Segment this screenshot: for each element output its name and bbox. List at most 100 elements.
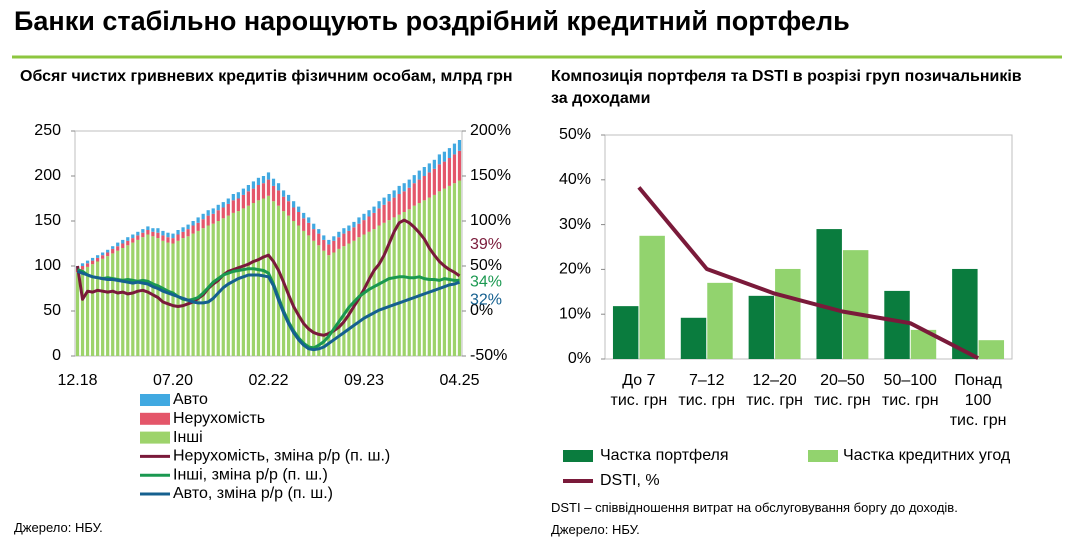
bar	[842, 250, 869, 359]
bar	[286, 194, 291, 202]
bar	[402, 183, 406, 192]
bar	[372, 229, 376, 356]
bar	[106, 249, 110, 253]
bar	[226, 203, 230, 216]
bar	[241, 208, 245, 356]
bar	[131, 238, 135, 243]
note: DSTI – співвідношення витрат на обслугов…	[551, 500, 958, 515]
legend-label: Інші	[173, 429, 203, 446]
legend-label: DSTI, %	[600, 472, 660, 489]
x-tick-label: 02.22	[248, 372, 288, 389]
bar	[206, 215, 210, 226]
line	[637, 186, 980, 360]
bar	[251, 203, 256, 356]
bar	[432, 194, 436, 356]
plot-frame	[604, 134, 1013, 360]
bar	[382, 197, 386, 205]
bar	[101, 255, 105, 259]
bar	[307, 217, 311, 223]
bar	[146, 230, 150, 235]
bar	[101, 252, 105, 256]
bar	[116, 242, 120, 247]
bar	[342, 233, 346, 247]
bar	[302, 212, 306, 219]
bar	[161, 230, 165, 236]
bar	[680, 317, 707, 359]
bar	[196, 222, 200, 231]
bar	[151, 228, 155, 232]
legend-label: Авто, зміна р/р (п. ш.)	[173, 485, 333, 502]
bar	[241, 194, 245, 209]
bar	[302, 230, 306, 356]
bar	[437, 191, 441, 356]
bar	[271, 178, 276, 186]
bar	[392, 190, 396, 198]
bar	[191, 221, 195, 226]
bar	[216, 221, 220, 356]
bar	[236, 192, 240, 199]
bar	[281, 190, 286, 197]
bar	[181, 231, 185, 239]
bar	[196, 230, 200, 356]
bar	[216, 204, 220, 211]
bar	[80, 263, 85, 266]
bar	[126, 237, 130, 241]
legend-swatch	[140, 431, 170, 444]
bar	[96, 255, 100, 258]
bar	[427, 163, 431, 173]
chart-title: Композиція портфеля та DSTI в розрізі гр…	[551, 68, 1022, 107]
bar	[276, 183, 281, 191]
bar	[317, 233, 321, 246]
chart-title: Обсяг чистих гривневих кредитів фізичним…	[20, 68, 513, 85]
bar	[884, 290, 910, 359]
legend-label: Частка портфеля	[600, 447, 729, 464]
x-tick-label: 12.18	[57, 372, 97, 389]
bar	[377, 225, 381, 356]
bar	[312, 240, 316, 356]
bar	[85, 263, 90, 267]
legend-label: Нерухомість	[173, 410, 265, 427]
bar	[392, 197, 396, 218]
bar	[427, 172, 431, 198]
bar	[302, 218, 306, 231]
bar	[231, 194, 235, 201]
bar	[236, 198, 240, 212]
bar	[85, 260, 90, 264]
bar	[241, 188, 245, 195]
legend-label: Авто	[173, 391, 208, 408]
bar	[236, 211, 240, 356]
bar	[387, 194, 391, 202]
bar	[327, 239, 331, 245]
bar	[377, 201, 381, 209]
bar	[131, 242, 135, 356]
bar	[166, 242, 170, 356]
bar	[201, 213, 205, 220]
bar	[347, 230, 351, 244]
bar	[337, 237, 341, 249]
bar	[126, 245, 130, 356]
bar	[442, 161, 447, 189]
bar	[211, 208, 215, 214]
bar	[342, 246, 346, 356]
bar	[271, 201, 276, 356]
bar	[452, 143, 457, 155]
bar	[231, 212, 235, 356]
y2-tick-label: 100%	[470, 212, 511, 229]
x-tick-label: 07.20	[153, 372, 193, 389]
bar	[337, 231, 341, 238]
bar	[307, 222, 311, 236]
bar	[181, 227, 185, 232]
bar	[151, 231, 155, 237]
bar	[412, 175, 416, 184]
y2-tick-label: 50%	[470, 257, 502, 274]
bar	[141, 229, 145, 233]
bar	[457, 180, 462, 356]
line	[76, 269, 461, 352]
bar	[136, 231, 140, 236]
bar	[176, 230, 180, 235]
y2-tick-label: 150%	[470, 167, 511, 184]
bar	[121, 239, 125, 244]
page-title: Банки стабільно нарощують роздрібний кре…	[14, 6, 850, 36]
